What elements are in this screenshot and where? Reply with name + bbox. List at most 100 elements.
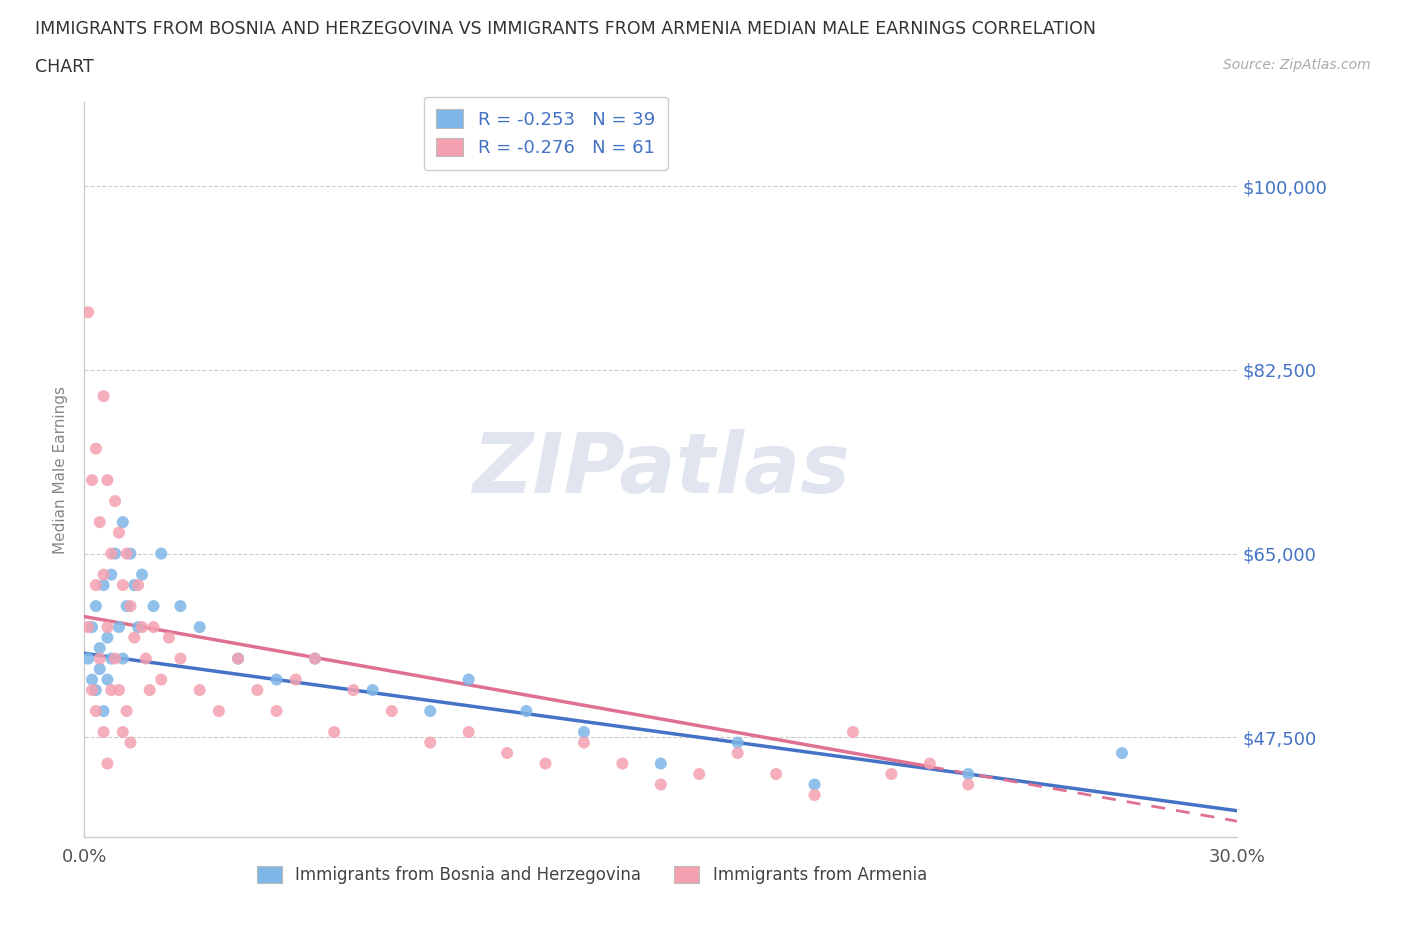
Point (104, 494, 127, 509)
Point (111, 724, 134, 739)
Point (135, 651, 157, 666)
Point (96, 619, 118, 634)
Point (1111, 746, 1133, 761)
Point (93, 724, 115, 739)
Point (127, 619, 149, 634)
Point (89, 661, 111, 676)
Point (918, 756, 941, 771)
Point (100, 546, 122, 561)
Point (115, 704, 138, 719)
Point (457, 672, 479, 687)
Text: CHART: CHART (35, 58, 94, 75)
Point (246, 683, 269, 698)
Point (120, 599, 142, 614)
Point (688, 766, 710, 781)
Point (96, 631, 118, 645)
Point (80, 472, 103, 487)
Point (169, 651, 191, 666)
Point (266, 704, 288, 719)
Point (419, 735, 441, 750)
Point (572, 735, 595, 750)
Point (188, 683, 211, 698)
Point (93, 704, 115, 719)
Point (727, 735, 749, 750)
Point (496, 746, 519, 761)
Point (115, 546, 138, 561)
Point (96, 756, 118, 771)
Point (612, 756, 634, 771)
Point (138, 683, 160, 698)
Point (727, 746, 749, 761)
Point (100, 567, 122, 582)
Point (80, 672, 103, 687)
Point (361, 683, 384, 698)
Point (111, 514, 134, 529)
Point (108, 619, 131, 634)
Point (115, 599, 138, 614)
Point (169, 599, 191, 614)
Point (127, 578, 149, 592)
Point (765, 766, 787, 781)
Point (208, 704, 231, 719)
Point (100, 651, 122, 666)
Point (80, 683, 103, 698)
Point (515, 704, 537, 719)
Point (124, 578, 146, 592)
Point (120, 546, 142, 561)
Point (304, 651, 326, 666)
Point (89, 641, 111, 656)
Point (957, 777, 980, 792)
Point (650, 756, 672, 771)
Point (226, 651, 249, 666)
Point (93, 567, 115, 582)
Point (131, 619, 153, 634)
Point (104, 546, 127, 561)
Point (77, 305, 100, 320)
Point (323, 724, 346, 739)
Point (84, 441, 107, 456)
Point (150, 672, 173, 687)
Text: IMMIGRANTS FROM BOSNIA AND HERZEGOVINA VS IMMIGRANTS FROM ARMENIA MEDIAN MALE EA: IMMIGRANTS FROM BOSNIA AND HERZEGOVINA V… (35, 20, 1097, 38)
Point (157, 631, 180, 645)
Point (80, 619, 103, 634)
Point (96, 472, 118, 487)
Y-axis label: Median Male Earnings: Median Male Earnings (53, 386, 69, 553)
Text: ZIPatlas: ZIPatlas (472, 429, 849, 511)
Point (111, 578, 134, 592)
Point (84, 599, 107, 614)
Text: Source: ZipAtlas.com: Source: ZipAtlas.com (1223, 58, 1371, 72)
Point (304, 651, 326, 666)
Point (266, 672, 288, 687)
Point (77, 651, 100, 666)
Point (572, 724, 595, 739)
Point (84, 683, 107, 698)
Point (84, 704, 107, 719)
Point (842, 724, 865, 739)
Point (381, 704, 404, 719)
Point (226, 651, 249, 666)
Point (880, 766, 903, 781)
Point (131, 567, 153, 582)
Point (188, 619, 211, 634)
Point (457, 724, 479, 739)
Point (93, 389, 115, 404)
Point (803, 777, 825, 792)
Point (957, 766, 980, 781)
Point (142, 599, 165, 614)
Point (120, 735, 142, 750)
Point (284, 672, 307, 687)
Point (108, 525, 131, 540)
Legend: Immigrants from Bosnia and Herzegovina, Immigrants from Armenia: Immigrants from Bosnia and Herzegovina, … (250, 859, 934, 891)
Point (96, 672, 118, 687)
Point (77, 619, 100, 634)
Point (650, 777, 672, 792)
Point (104, 651, 127, 666)
Point (124, 631, 146, 645)
Point (150, 546, 173, 561)
Point (89, 514, 111, 529)
Point (108, 683, 131, 698)
Point (419, 704, 441, 719)
Point (142, 619, 165, 634)
Point (342, 683, 364, 698)
Point (89, 651, 111, 666)
